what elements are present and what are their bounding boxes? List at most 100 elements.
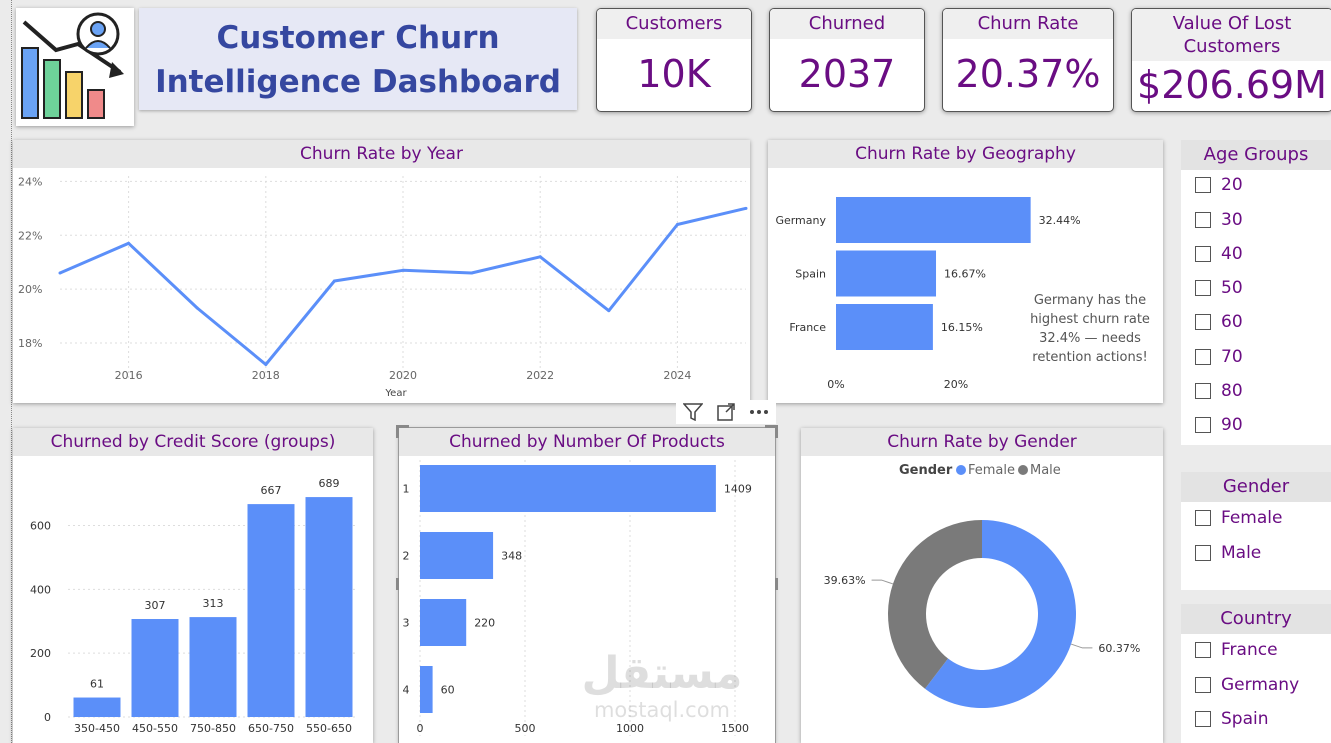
checkbox[interactable] <box>1195 677 1211 693</box>
age-option-30[interactable]: 30 <box>1195 208 1243 232</box>
data-label: 220 <box>474 617 495 630</box>
country-option-france[interactable]: France <box>1195 638 1278 662</box>
option-label: 90 <box>1221 415 1243 435</box>
checkbox[interactable] <box>1195 383 1211 399</box>
credit-score-chart-visual[interactable]: Churned by Credit Score (groups) 0 200 400… <box>13 428 373 743</box>
age-option-50[interactable]: 50 <box>1195 276 1243 300</box>
checkbox[interactable] <box>1195 417 1211 433</box>
option-label: 80 <box>1221 381 1243 401</box>
age-option-80[interactable]: 80 <box>1195 379 1243 403</box>
option-label: 30 <box>1221 210 1243 230</box>
data-label: 313 <box>203 597 224 610</box>
geography-bar <box>836 250 937 297</box>
logo-tile <box>16 8 134 126</box>
x-tick-label: 500 <box>515 722 536 735</box>
kpi-churned: Churned 2037 <box>769 8 925 112</box>
kpi-label-line2: Customers <box>1183 36 1281 57</box>
data-point <box>264 363 268 367</box>
kpi-churn-rate: Churn Rate 20.37% <box>942 8 1114 112</box>
products-bar-chart[interactable]: 0 500 1000 1500 1 1409 2 348 3 220 4 60 <box>399 456 775 743</box>
x-tick-label: 0 <box>417 722 424 735</box>
age-groups-slicer-title: Age Groups <box>1181 140 1331 170</box>
dashboard-title-box: Customer Churn Intelligence Dashboard <box>139 8 577 110</box>
geography-bar <box>836 304 933 350</box>
canvas-left-guide <box>11 0 12 743</box>
annotation-line: 32.4% — needs <box>1039 331 1141 346</box>
gender-slicer-title: Gender <box>1181 472 1331 502</box>
checkbox[interactable] <box>1195 246 1211 262</box>
gender-chart-visual[interactable]: Churn Rate by Gender Gender Female Male 60.… <box>801 428 1163 743</box>
gender-option-male[interactable]: Male <box>1195 541 1261 565</box>
checkbox[interactable] <box>1195 212 1211 228</box>
data-label: 61 <box>90 678 104 691</box>
y-tick-label: 200 <box>30 647 51 660</box>
donut-slice <box>888 520 982 689</box>
checkbox[interactable] <box>1195 314 1211 330</box>
category-label: 2 <box>403 550 410 563</box>
option-label: Spain <box>1221 709 1269 729</box>
option-label: Germany <box>1221 675 1300 695</box>
checkbox[interactable] <box>1195 545 1211 561</box>
y-tick-label: 22% <box>18 229 42 242</box>
resize-handle-left[interactable] <box>396 578 399 590</box>
resize-handle-top-left[interactable] <box>396 425 409 438</box>
country-option-germany[interactable]: Germany <box>1195 673 1299 697</box>
x-tick-label: 2024 <box>663 369 691 382</box>
category-label: 450-550 <box>132 722 178 735</box>
credit-score-chart-title: Churned by Credit Score (groups) <box>13 428 373 456</box>
age-option-90[interactable]: 90 <box>1195 413 1243 437</box>
option-label: 50 <box>1221 278 1243 298</box>
gender-slicer: Gender Female Male <box>1181 472 1331 590</box>
products-chart-title: Churned by Number Of Products <box>399 428 775 456</box>
checkbox[interactable] <box>1195 280 1211 296</box>
age-option-20[interactable]: 20 <box>1195 173 1243 197</box>
geography-chart-visual[interactable]: Churn Rate by Geography Germany 32.44% Spa… <box>768 140 1163 403</box>
geography-bar-chart[interactable]: Germany 32.44% Spain 16.67% France 16.15% 0% 20… <box>768 168 1163 403</box>
focus-mode-icon[interactable] <box>717 403 735 421</box>
resize-handle-right[interactable] <box>775 578 778 590</box>
checkbox[interactable] <box>1195 642 1211 658</box>
y-tick-label: 24% <box>18 175 42 188</box>
x-axis-title: Year <box>384 388 407 399</box>
x-tick-label: 2016 <box>115 369 143 382</box>
category-label: France <box>789 321 826 334</box>
filter-icon[interactable] <box>683 403 703 421</box>
category-label: Germany <box>775 214 826 227</box>
checkbox[interactable] <box>1195 711 1211 727</box>
credit-score-bar-chart[interactable]: 0 200 400 600 61 350-450 307 450-550 313 750-850 6… <box>13 456 373 743</box>
legend-label: Male <box>1030 463 1061 478</box>
age-option-60[interactable]: 60 <box>1195 310 1243 334</box>
gender-option-female[interactable]: Female <box>1195 506 1282 530</box>
y-tick-label: 600 <box>30 519 51 532</box>
option-label: France <box>1221 640 1278 660</box>
gender-chart-title: Churn Rate by Gender <box>801 428 1163 456</box>
legend-title: Gender <box>899 463 953 478</box>
x-tick-label: 0% <box>827 378 844 391</box>
checkbox[interactable] <box>1195 349 1211 365</box>
more-options-icon[interactable] <box>749 409 769 415</box>
x-tick-label: 2020 <box>389 369 417 382</box>
category-label: 650-750 <box>248 722 294 735</box>
checkbox[interactable] <box>1195 510 1211 526</box>
visual-header-toolbar <box>676 400 776 424</box>
country-option-spain[interactable]: Spain <box>1195 707 1269 731</box>
year-chart-visual[interactable]: Churn Rate by Year 18% 20% 22% 24% 2016 2018 2… <box>13 140 750 403</box>
checkbox[interactable] <box>1195 177 1211 193</box>
resize-handle-top-right[interactable] <box>765 425 778 438</box>
products-bar <box>420 599 467 646</box>
data-label: 16.67% <box>944 268 986 281</box>
kpi-value: 20.37% <box>955 52 1101 96</box>
geography-chart-title: Churn Rate by Geography <box>768 140 1163 168</box>
kpi-label: Customers <box>597 9 751 39</box>
data-point <box>538 255 542 259</box>
year-line-chart[interactable]: 18% 20% 22% 24% 2016 2018 2020 2022 2024 Year <box>13 168 750 403</box>
option-label: 40 <box>1221 244 1243 264</box>
products-chart-visual[interactable]: Churned by Number Of Products 0 500 1000 15… <box>396 425 778 743</box>
data-label: 39.63% <box>824 574 866 587</box>
y-tick-label: 20% <box>18 283 42 296</box>
gender-donut-chart[interactable]: Gender Female Male 60.37% 39.63% <box>801 456 1163 743</box>
age-option-70[interactable]: 70 <box>1195 345 1243 369</box>
age-option-40[interactable]: 40 <box>1195 242 1243 266</box>
kpi-value: 2037 <box>798 52 896 96</box>
leader-line <box>871 579 894 585</box>
